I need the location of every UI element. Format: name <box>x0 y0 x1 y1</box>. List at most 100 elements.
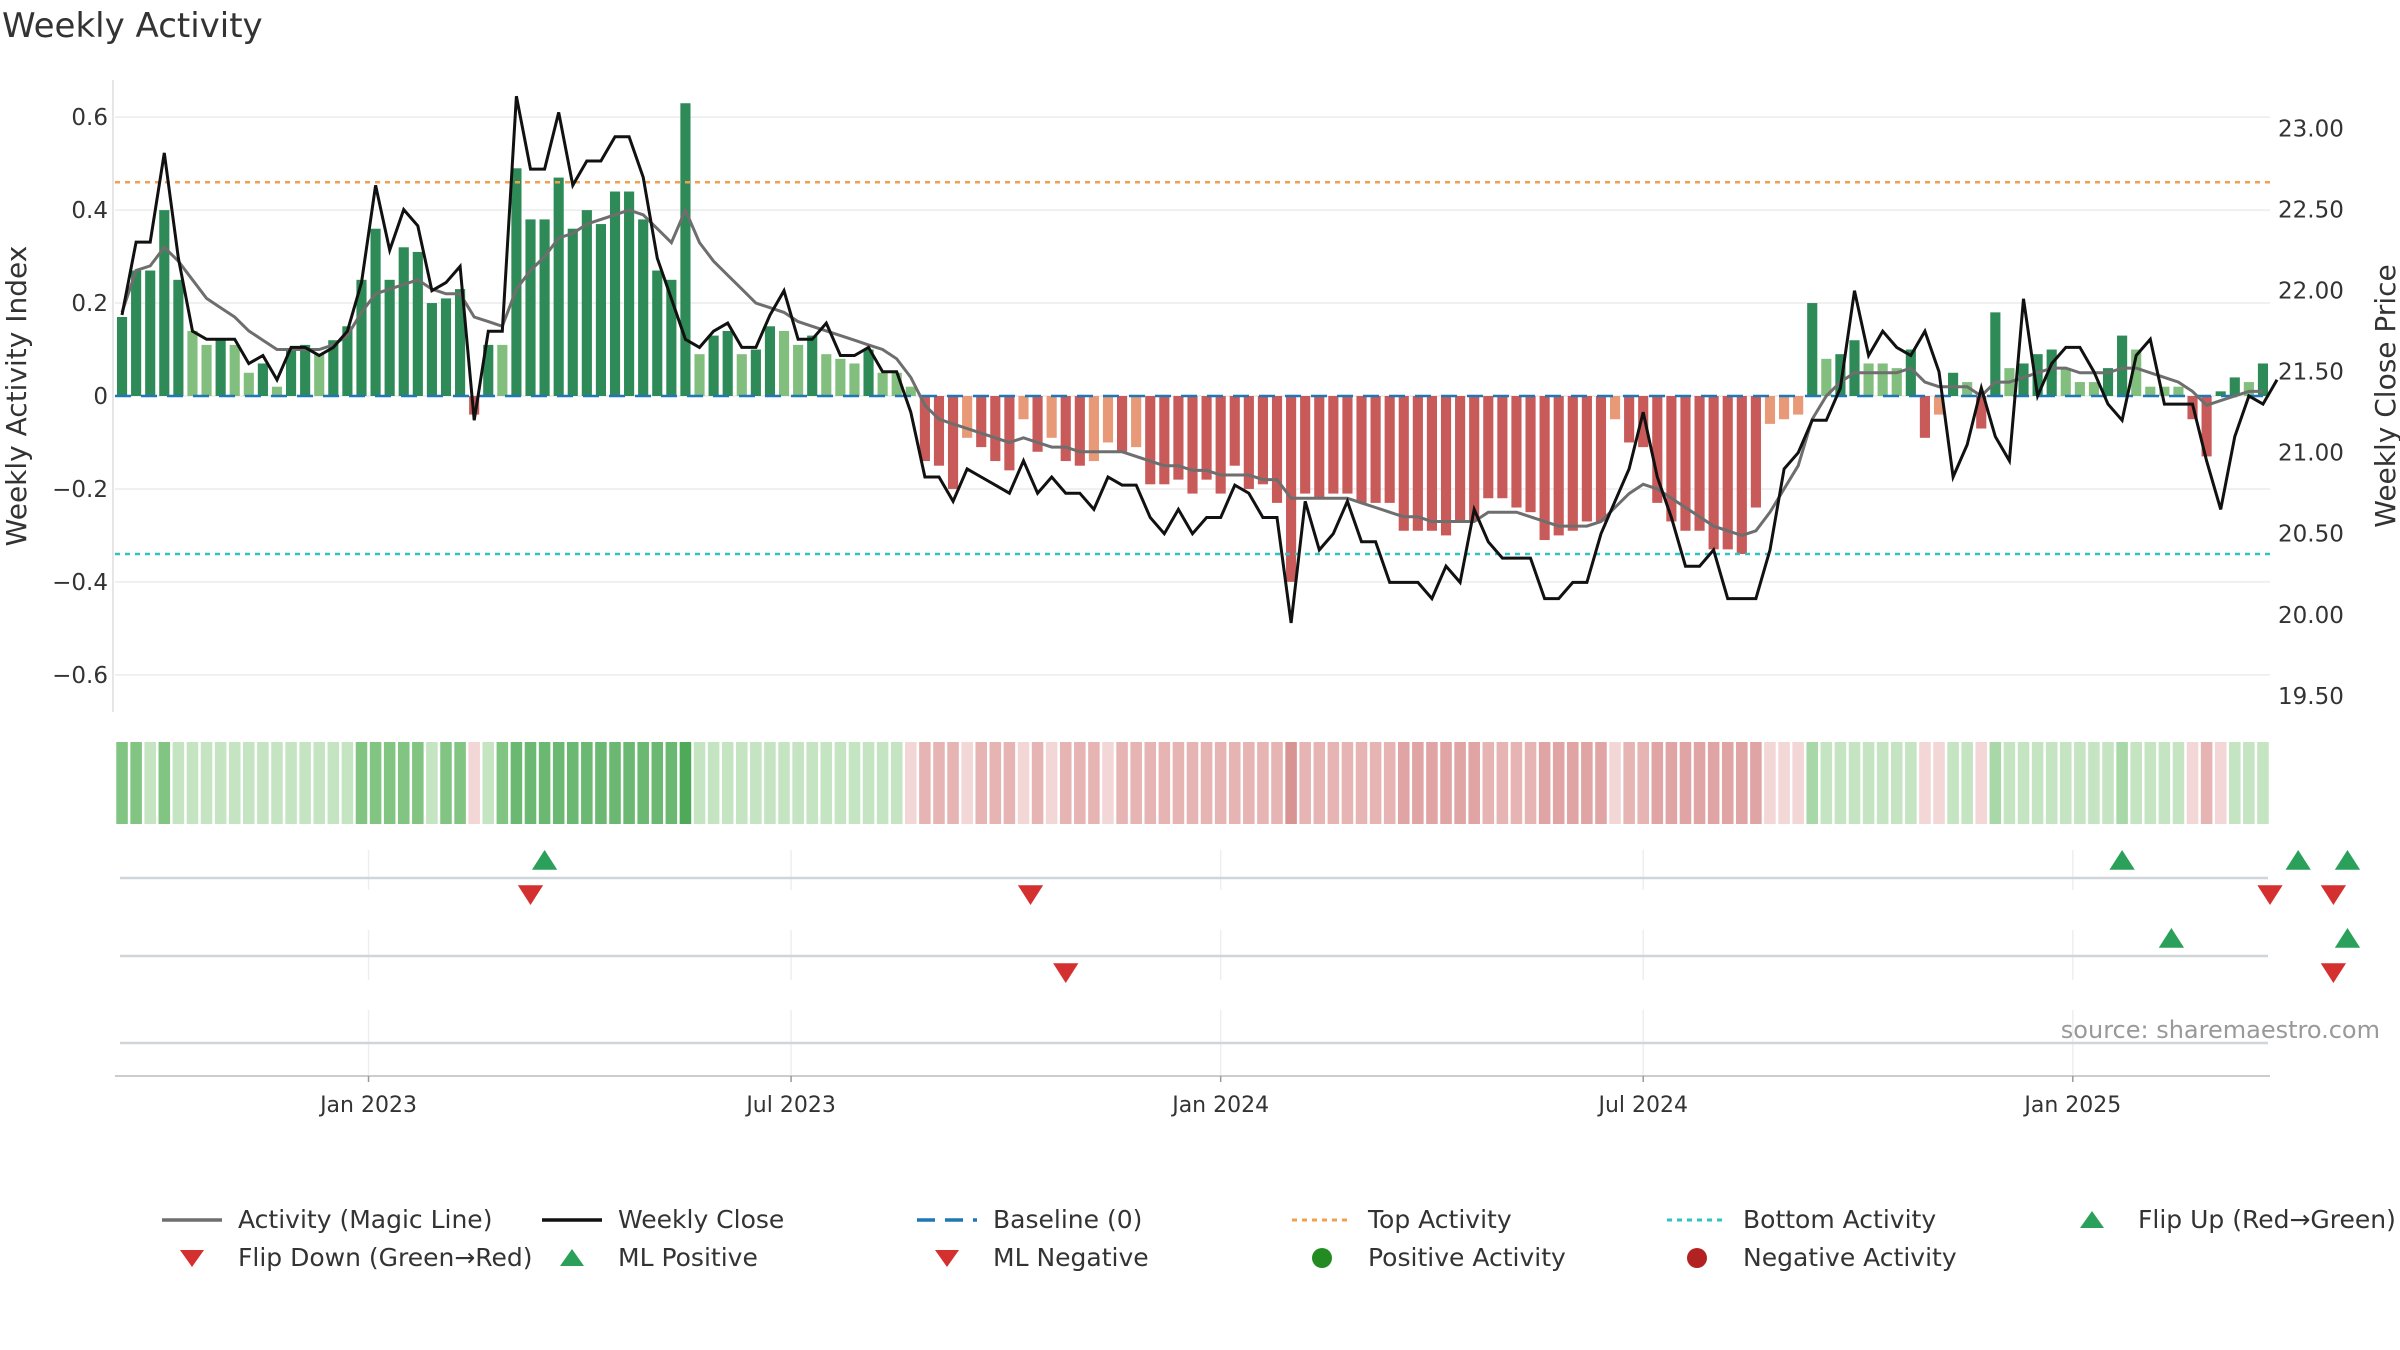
legend-swatch-dot <box>1667 1218 1727 1221</box>
heat-tile <box>1764 742 1776 824</box>
y2-tick-label: 20.50 <box>2278 522 2344 548</box>
activity-bar <box>356 279 367 396</box>
activity-bar <box>2145 386 2156 396</box>
heat-tile <box>1862 742 1875 824</box>
activity-bar <box>1356 396 1367 503</box>
activity-bar <box>1694 396 1705 531</box>
heat-tile <box>116 742 128 824</box>
heat-tile <box>1144 742 1157 824</box>
heat-tile <box>271 742 283 824</box>
legend-label: Flip Up (Red→Green) <box>2138 1205 2396 1234</box>
heat-tile <box>1975 742 1988 824</box>
activity-bar <box>1778 396 1790 420</box>
legend-item: Negative Activity <box>1665 1243 1957 1272</box>
heat-tile <box>1792 742 1804 824</box>
activity-bar <box>722 330 733 396</box>
ml-positive-marker <box>2158 928 2185 948</box>
heat-tile <box>2144 742 2157 824</box>
heat-tile <box>1369 742 1382 824</box>
heat-tile <box>1524 742 1537 824</box>
heat-tile <box>820 742 833 824</box>
heat-tile <box>595 742 607 824</box>
heat-tile <box>750 742 762 824</box>
heat-tile <box>1919 742 1931 824</box>
heat-tile <box>341 742 354 824</box>
heat-tile <box>1397 742 1410 824</box>
activity-bar <box>1384 396 1395 503</box>
y-tick-label: 0.6 <box>71 105 108 131</box>
activity-bar <box>1300 396 1311 494</box>
activity-bar <box>1708 396 1719 550</box>
heat-tile <box>468 742 480 824</box>
legend-item: ML Positive <box>540 1243 758 1272</box>
activity-bar <box>1976 396 1987 429</box>
activity-bar <box>2060 368 2071 396</box>
activity-bar <box>1595 396 1607 522</box>
chart-title: Weekly Activity <box>2 6 263 46</box>
activity-bar <box>300 344 311 396</box>
heat-tile <box>1707 742 1720 824</box>
heat-tile <box>1383 742 1396 824</box>
heat-tile <box>1017 742 1030 824</box>
legend-item: Top Activity <box>1290 1205 1512 1234</box>
x-tick-label: Jul 2024 <box>1596 1093 1688 1118</box>
activity-bar <box>1201 396 1212 480</box>
heat-tile <box>2074 742 2086 824</box>
activity-bar <box>1060 396 1071 462</box>
heat-tile <box>1595 742 1607 824</box>
activity-bar <box>116 317 128 396</box>
heat-tile <box>327 742 340 824</box>
activity-bar <box>1032 396 1043 452</box>
weekly-close-series <box>120 95 2279 624</box>
activity-bar <box>595 224 607 396</box>
y-tick-label: −0.6 <box>52 663 108 689</box>
activity-bar <box>1821 358 1832 396</box>
heat-tile <box>919 742 931 824</box>
flip-up-marker <box>2334 850 2361 870</box>
activity-bar <box>1990 312 2001 396</box>
y-tick-label: 0.2 <box>71 291 108 317</box>
activity-bar <box>849 363 860 396</box>
heat-tile <box>1102 742 1114 824</box>
legend-swatch-tri-up <box>560 1248 584 1266</box>
activity-bar <box>201 344 212 396</box>
flip-down-marker <box>2320 885 2347 905</box>
activity-bar <box>2046 349 2057 396</box>
y-tick-label: 0.4 <box>71 198 108 224</box>
legend-label: Positive Activity <box>1368 1243 1566 1272</box>
heat-tile <box>1271 742 1283 824</box>
heat-tile <box>961 742 973 824</box>
heat-tile <box>1045 742 1058 824</box>
heat-tile <box>482 742 495 824</box>
activity-bar <box>271 386 283 396</box>
activity-bar <box>2117 335 2128 396</box>
heat-tile <box>862 742 875 824</box>
activity-bar <box>2173 386 2184 396</box>
heat-tile <box>200 742 213 824</box>
y-axis-title: Weekly Activity Index <box>0 246 33 547</box>
activity-bar <box>1609 396 1621 420</box>
activity-bar <box>328 340 339 396</box>
legend-row: Activity (Magic Line) Weekly Close Baselin… <box>160 1205 2400 1243</box>
activity-bar <box>1342 396 1353 494</box>
heat-tile <box>581 742 593 824</box>
heat-tile <box>764 742 776 824</box>
legend-item: Flip Up (Red→Green) <box>2060 1205 2396 1234</box>
heat-tile <box>1214 742 1227 824</box>
activity-bar <box>553 177 564 396</box>
activity-bar <box>1243 396 1254 489</box>
heat-tile <box>524 742 537 824</box>
y-tick-label: 0 <box>93 384 108 410</box>
heat-tile <box>257 742 269 824</box>
heat-tile <box>1116 742 1128 824</box>
legend-label: Flip Down (Green→Red) <box>238 1243 533 1272</box>
heat-tile <box>679 742 692 824</box>
activity-bar <box>1131 396 1142 448</box>
activity-bar <box>2243 382 2254 396</box>
activity-bar <box>1511 396 1522 508</box>
activity-bar <box>2032 354 2043 396</box>
heat-tile <box>1228 742 1241 824</box>
flip-up-marker <box>2109 850 2135 870</box>
activity-bar <box>764 326 776 396</box>
legend-item: Activity (Magic Line) <box>160 1205 492 1234</box>
